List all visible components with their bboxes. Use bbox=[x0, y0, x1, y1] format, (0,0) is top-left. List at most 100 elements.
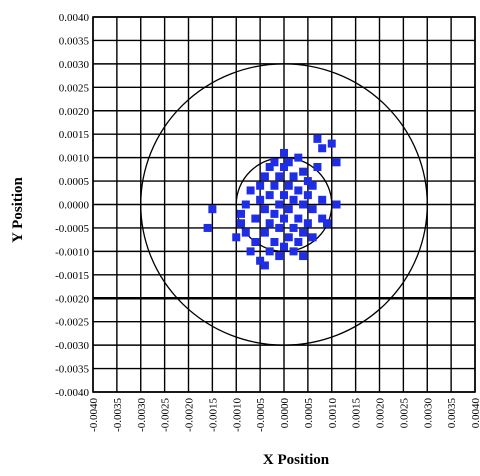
data-point bbox=[289, 172, 298, 181]
data-point bbox=[265, 219, 274, 228]
y-tick-label: 0.0025 bbox=[59, 82, 90, 94]
data-point bbox=[308, 181, 317, 190]
data-points bbox=[203, 134, 341, 270]
data-point bbox=[294, 214, 303, 223]
x-tick-label: -0.0010 bbox=[231, 398, 243, 432]
y-axis-title: Y Position bbox=[10, 176, 26, 242]
data-point bbox=[270, 181, 279, 190]
data-point bbox=[294, 238, 303, 246]
data-point bbox=[313, 134, 322, 143]
data-point bbox=[265, 191, 274, 200]
x-tick-label: 0.0020 bbox=[375, 398, 387, 429]
y-tick-label: 0.0035 bbox=[59, 35, 90, 47]
data-point bbox=[280, 214, 288, 223]
data-point bbox=[265, 163, 274, 171]
x-tick-label: 0.0030 bbox=[422, 398, 434, 429]
y-tick-label: -0.0015 bbox=[55, 270, 89, 282]
data-point bbox=[246, 247, 255, 256]
data-point bbox=[332, 200, 341, 209]
y-tick-label: -0.0010 bbox=[55, 246, 89, 258]
x-tick-label: -0.0005 bbox=[255, 398, 267, 432]
data-point bbox=[275, 200, 284, 209]
x-tick-label: 0.0005 bbox=[303, 398, 315, 429]
x-tick-label: -0.0040 bbox=[88, 398, 100, 432]
data-point bbox=[313, 163, 322, 171]
y-tick-label: -0.0020 bbox=[55, 293, 89, 305]
data-point bbox=[322, 219, 331, 228]
data-point bbox=[256, 256, 265, 265]
data-point bbox=[256, 181, 265, 190]
data-point bbox=[251, 238, 260, 246]
data-point bbox=[270, 158, 279, 167]
data-point bbox=[332, 158, 341, 167]
x-tick-label: 0.0000 bbox=[279, 398, 291, 429]
data-point bbox=[270, 209, 279, 218]
data-point bbox=[284, 181, 293, 190]
x-tick-label: 0.0040 bbox=[470, 398, 480, 429]
x-tick-label: 0.0035 bbox=[446, 398, 458, 429]
reference-circles bbox=[140, 63, 428, 346]
data-point bbox=[318, 144, 327, 153]
data-point bbox=[299, 252, 308, 261]
data-point bbox=[246, 186, 255, 195]
data-point bbox=[275, 172, 284, 181]
data-point bbox=[275, 223, 284, 232]
data-point bbox=[203, 223, 212, 232]
data-point bbox=[308, 205, 317, 214]
data-point bbox=[284, 158, 293, 167]
data-point bbox=[260, 205, 269, 214]
data-point bbox=[237, 219, 246, 228]
x-tick-label: -0.0020 bbox=[184, 398, 196, 432]
y-tick-label: 0.0000 bbox=[59, 200, 90, 212]
y-tick-label: 0.0030 bbox=[59, 59, 90, 71]
plot-border bbox=[92, 16, 476, 393]
data-point bbox=[251, 214, 260, 223]
data-point bbox=[299, 200, 308, 209]
data-point bbox=[318, 195, 327, 204]
data-point bbox=[299, 228, 308, 237]
data-point bbox=[289, 247, 298, 256]
y-tick-label: 0.0020 bbox=[59, 106, 90, 118]
data-point bbox=[299, 167, 308, 176]
x-tick-label: 0.0010 bbox=[327, 398, 339, 429]
y-tick-label: -0.0035 bbox=[55, 364, 89, 376]
y-tick-label: 0.0015 bbox=[59, 129, 90, 141]
y-tick-label: 0.0010 bbox=[59, 153, 90, 165]
y-tick-label: -0.0040 bbox=[55, 387, 89, 399]
data-point bbox=[280, 163, 288, 171]
x-tick-label: -0.0025 bbox=[160, 398, 172, 432]
data-point bbox=[260, 228, 269, 237]
data-point bbox=[237, 209, 246, 218]
reference-circle bbox=[235, 156, 333, 253]
grid bbox=[92, 16, 476, 393]
data-point bbox=[303, 191, 312, 200]
data-point bbox=[265, 247, 274, 256]
tick-labels: -0.0040 -0.0035 -0.0030 -0.0025 -0.0020 -0.00… bbox=[55, 12, 480, 432]
data-point bbox=[241, 200, 250, 209]
data-point bbox=[289, 195, 298, 204]
x-tick-label: 0.0025 bbox=[398, 398, 410, 429]
data-point bbox=[303, 219, 312, 228]
data-point bbox=[327, 139, 336, 148]
y-tick-label: 0.0005 bbox=[59, 176, 90, 188]
x-tick-label: 0.0015 bbox=[351, 398, 363, 429]
x-tick-label: -0.0035 bbox=[112, 398, 124, 432]
x-axis-title: X Position bbox=[263, 452, 330, 468]
y-tick-label: -0.0030 bbox=[55, 340, 89, 352]
y-tick-label: -0.0025 bbox=[55, 317, 89, 329]
y-tick-label: -0.0005 bbox=[55, 223, 89, 235]
data-point bbox=[260, 261, 269, 270]
data-point bbox=[284, 205, 293, 214]
reference-circle bbox=[140, 63, 428, 346]
data-point bbox=[318, 214, 327, 223]
data-point bbox=[256, 195, 265, 204]
data-point bbox=[260, 172, 269, 181]
data-point bbox=[294, 186, 303, 195]
x-tick-label: -0.0030 bbox=[136, 398, 148, 432]
data-point bbox=[275, 252, 284, 261]
data-point bbox=[280, 242, 288, 251]
data-point bbox=[241, 228, 250, 237]
data-point bbox=[289, 223, 298, 232]
